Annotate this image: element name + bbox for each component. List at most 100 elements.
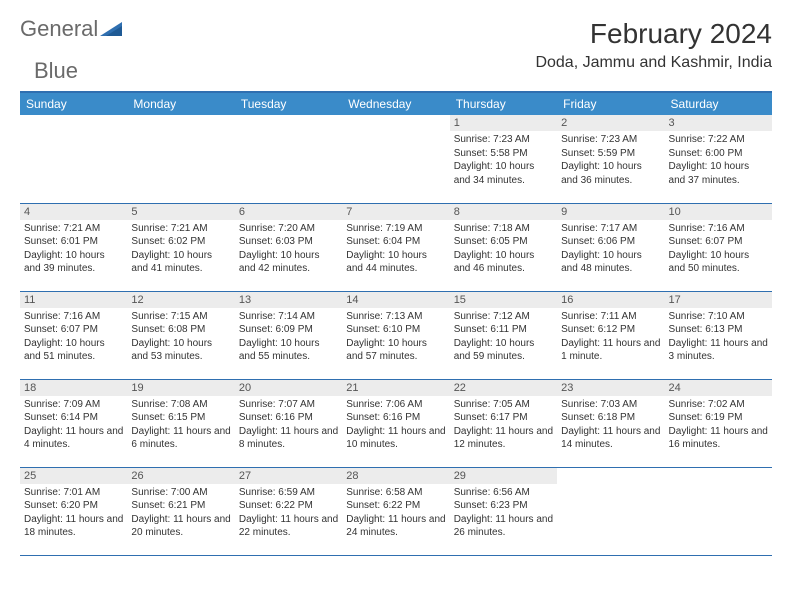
day-details: Sunrise: 7:22 AMSunset: 6:00 PMDaylight:…	[669, 133, 768, 187]
calendar-page: General February 2024 Doda, Jammu and Ka…	[0, 0, 792, 566]
sunrise-text: Sunrise: 7:17 AM	[561, 222, 660, 236]
daylight-text: Daylight: 10 hours and 59 minutes.	[454, 337, 553, 364]
day-number: 2	[557, 115, 664, 131]
day-details: Sunrise: 7:07 AMSunset: 6:16 PMDaylight:…	[239, 398, 338, 452]
day-details: Sunrise: 7:18 AMSunset: 6:05 PMDaylight:…	[454, 222, 553, 276]
calendar-cell: 27Sunrise: 6:59 AMSunset: 6:22 PMDayligh…	[235, 467, 342, 555]
day-number: 4	[20, 204, 127, 220]
daylight-text: Daylight: 10 hours and 57 minutes.	[346, 337, 445, 364]
sunset-text: Sunset: 6:15 PM	[131, 411, 230, 425]
title-block: February 2024 Doda, Jammu and Kashmir, I…	[535, 18, 772, 72]
daylight-text: Daylight: 10 hours and 48 minutes.	[561, 249, 660, 276]
day-number: 17	[665, 292, 772, 308]
day-number: 13	[235, 292, 342, 308]
sunset-text: Sunset: 6:12 PM	[561, 323, 660, 337]
day-number: 24	[665, 380, 772, 396]
calendar-cell: 23Sunrise: 7:03 AMSunset: 6:18 PMDayligh…	[557, 379, 664, 467]
sunrise-text: Sunrise: 7:03 AM	[561, 398, 660, 412]
weekday-header: Saturday	[665, 92, 772, 115]
daylight-text: Daylight: 10 hours and 44 minutes.	[346, 249, 445, 276]
day-details: Sunrise: 7:15 AMSunset: 6:08 PMDaylight:…	[131, 310, 230, 364]
daylight-text: Daylight: 11 hours and 4 minutes.	[24, 425, 123, 452]
day-details: Sunrise: 7:09 AMSunset: 6:14 PMDaylight:…	[24, 398, 123, 452]
calendar-cell	[20, 115, 127, 203]
sunset-text: Sunset: 5:59 PM	[561, 147, 660, 161]
day-details: Sunrise: 7:16 AMSunset: 6:07 PMDaylight:…	[24, 310, 123, 364]
calendar-cell	[235, 115, 342, 203]
daylight-text: Daylight: 11 hours and 10 minutes.	[346, 425, 445, 452]
sunset-text: Sunset: 6:01 PM	[24, 235, 123, 249]
day-number: 7	[342, 204, 449, 220]
brand-word1: General	[20, 18, 98, 40]
calendar-cell: 19Sunrise: 7:08 AMSunset: 6:15 PMDayligh…	[127, 379, 234, 467]
sunrise-text: Sunrise: 6:59 AM	[239, 486, 338, 500]
day-number: 11	[20, 292, 127, 308]
day-number: 6	[235, 204, 342, 220]
day-number: 16	[557, 292, 664, 308]
calendar-row: 4Sunrise: 7:21 AMSunset: 6:01 PMDaylight…	[20, 203, 772, 291]
daylight-text: Daylight: 11 hours and 1 minute.	[561, 337, 660, 364]
day-details: Sunrise: 7:13 AMSunset: 6:10 PMDaylight:…	[346, 310, 445, 364]
sunset-text: Sunset: 6:00 PM	[669, 147, 768, 161]
daylight-text: Daylight: 11 hours and 22 minutes.	[239, 513, 338, 540]
sunrise-text: Sunrise: 7:20 AM	[239, 222, 338, 236]
daylight-text: Daylight: 10 hours and 39 minutes.	[24, 249, 123, 276]
sunrise-text: Sunrise: 7:11 AM	[561, 310, 660, 324]
sunset-text: Sunset: 6:22 PM	[239, 499, 338, 513]
day-details: Sunrise: 7:11 AMSunset: 6:12 PMDaylight:…	[561, 310, 660, 364]
weekday-header: Thursday	[450, 92, 557, 115]
day-number: 20	[235, 380, 342, 396]
sunset-text: Sunset: 5:58 PM	[454, 147, 553, 161]
day-number: 25	[20, 468, 127, 484]
day-details: Sunrise: 7:17 AMSunset: 6:06 PMDaylight:…	[561, 222, 660, 276]
daylight-text: Daylight: 10 hours and 36 minutes.	[561, 160, 660, 187]
calendar-row: 1Sunrise: 7:23 AMSunset: 5:58 PMDaylight…	[20, 115, 772, 203]
calendar-cell: 13 Sunrise: 7:14 AMSunset: 6:09 PMDayligh…	[235, 291, 342, 379]
day-number: 9	[557, 204, 664, 220]
day-number: 10	[665, 204, 772, 220]
sunrise-text: Sunrise: 7:21 AM	[24, 222, 123, 236]
daylight-text: Daylight: 11 hours and 16 minutes.	[669, 425, 768, 452]
day-number: 29	[450, 468, 557, 484]
calendar-cell: 2Sunrise: 7:23 AMSunset: 5:59 PMDaylight…	[557, 115, 664, 203]
day-details: Sunrise: 7:00 AMSunset: 6:21 PMDaylight:…	[131, 486, 230, 540]
sunrise-text: Sunrise: 7:23 AM	[454, 133, 553, 147]
sunset-text: Sunset: 6:06 PM	[561, 235, 660, 249]
sunrise-text: Sunrise: 7:06 AM	[346, 398, 445, 412]
calendar-cell: 4 Sunrise: 7:21 AMSunset: 6:01 PMDaylight…	[20, 203, 127, 291]
sunrise-text: Sunrise: 7:09 AM	[24, 398, 123, 412]
day-details: Sunrise: 7:06 AMSunset: 6:16 PMDaylight:…	[346, 398, 445, 452]
calendar-cell: 9 Sunrise: 7:17 AMSunset: 6:06 PMDaylight…	[557, 203, 664, 291]
day-details: Sunrise: 7:05 AMSunset: 6:17 PMDaylight:…	[454, 398, 553, 452]
sunset-text: Sunset: 6:16 PM	[239, 411, 338, 425]
sunset-text: Sunset: 6:13 PM	[669, 323, 768, 337]
calendar-cell	[342, 115, 449, 203]
calendar-row: 11 Sunrise: 7:16 AMSunset: 6:07 PMDayligh…	[20, 291, 772, 379]
sunrise-text: Sunrise: 7:15 AM	[131, 310, 230, 324]
sunrise-text: Sunrise: 6:56 AM	[454, 486, 553, 500]
calendar-cell: 24 Sunrise: 7:02 AMSunset: 6:19 PMDayligh…	[665, 379, 772, 467]
sunset-text: Sunset: 6:16 PM	[346, 411, 445, 425]
page-title: February 2024	[535, 18, 772, 50]
sunrise-text: Sunrise: 7:21 AM	[131, 222, 230, 236]
sunrise-text: Sunrise: 7:19 AM	[346, 222, 445, 236]
sunrise-text: Sunrise: 7:08 AM	[131, 398, 230, 412]
sunset-text: Sunset: 6:07 PM	[669, 235, 768, 249]
day-details: Sunrise: 7:20 AMSunset: 6:03 PMDaylight:…	[239, 222, 338, 276]
sunrise-text: Sunrise: 7:12 AM	[454, 310, 553, 324]
sunrise-text: Sunrise: 7:16 AM	[24, 310, 123, 324]
day-details: Sunrise: 7:14 AMSunset: 6:09 PMDaylight:…	[239, 310, 338, 364]
calendar-cell	[127, 115, 234, 203]
calendar-cell	[665, 467, 772, 555]
sunrise-text: Sunrise: 7:07 AM	[239, 398, 338, 412]
calendar-cell: 26Sunrise: 7:00 AMSunset: 6:21 PMDayligh…	[127, 467, 234, 555]
weekday-header: Wednesday	[342, 92, 449, 115]
day-details: Sunrise: 7:02 AMSunset: 6:19 PMDaylight:…	[669, 398, 768, 452]
calendar-cell: 7Sunrise: 7:19 AMSunset: 6:04 PMDaylight…	[342, 203, 449, 291]
brand-logo: General	[20, 18, 128, 43]
weekday-header: Friday	[557, 92, 664, 115]
daylight-text: Daylight: 10 hours and 50 minutes.	[669, 249, 768, 276]
calendar-cell: 5Sunrise: 7:21 AMSunset: 6:02 PMDaylight…	[127, 203, 234, 291]
day-details: Sunrise: 7:01 AMSunset: 6:20 PMDaylight:…	[24, 486, 123, 540]
day-number: 15	[450, 292, 557, 308]
